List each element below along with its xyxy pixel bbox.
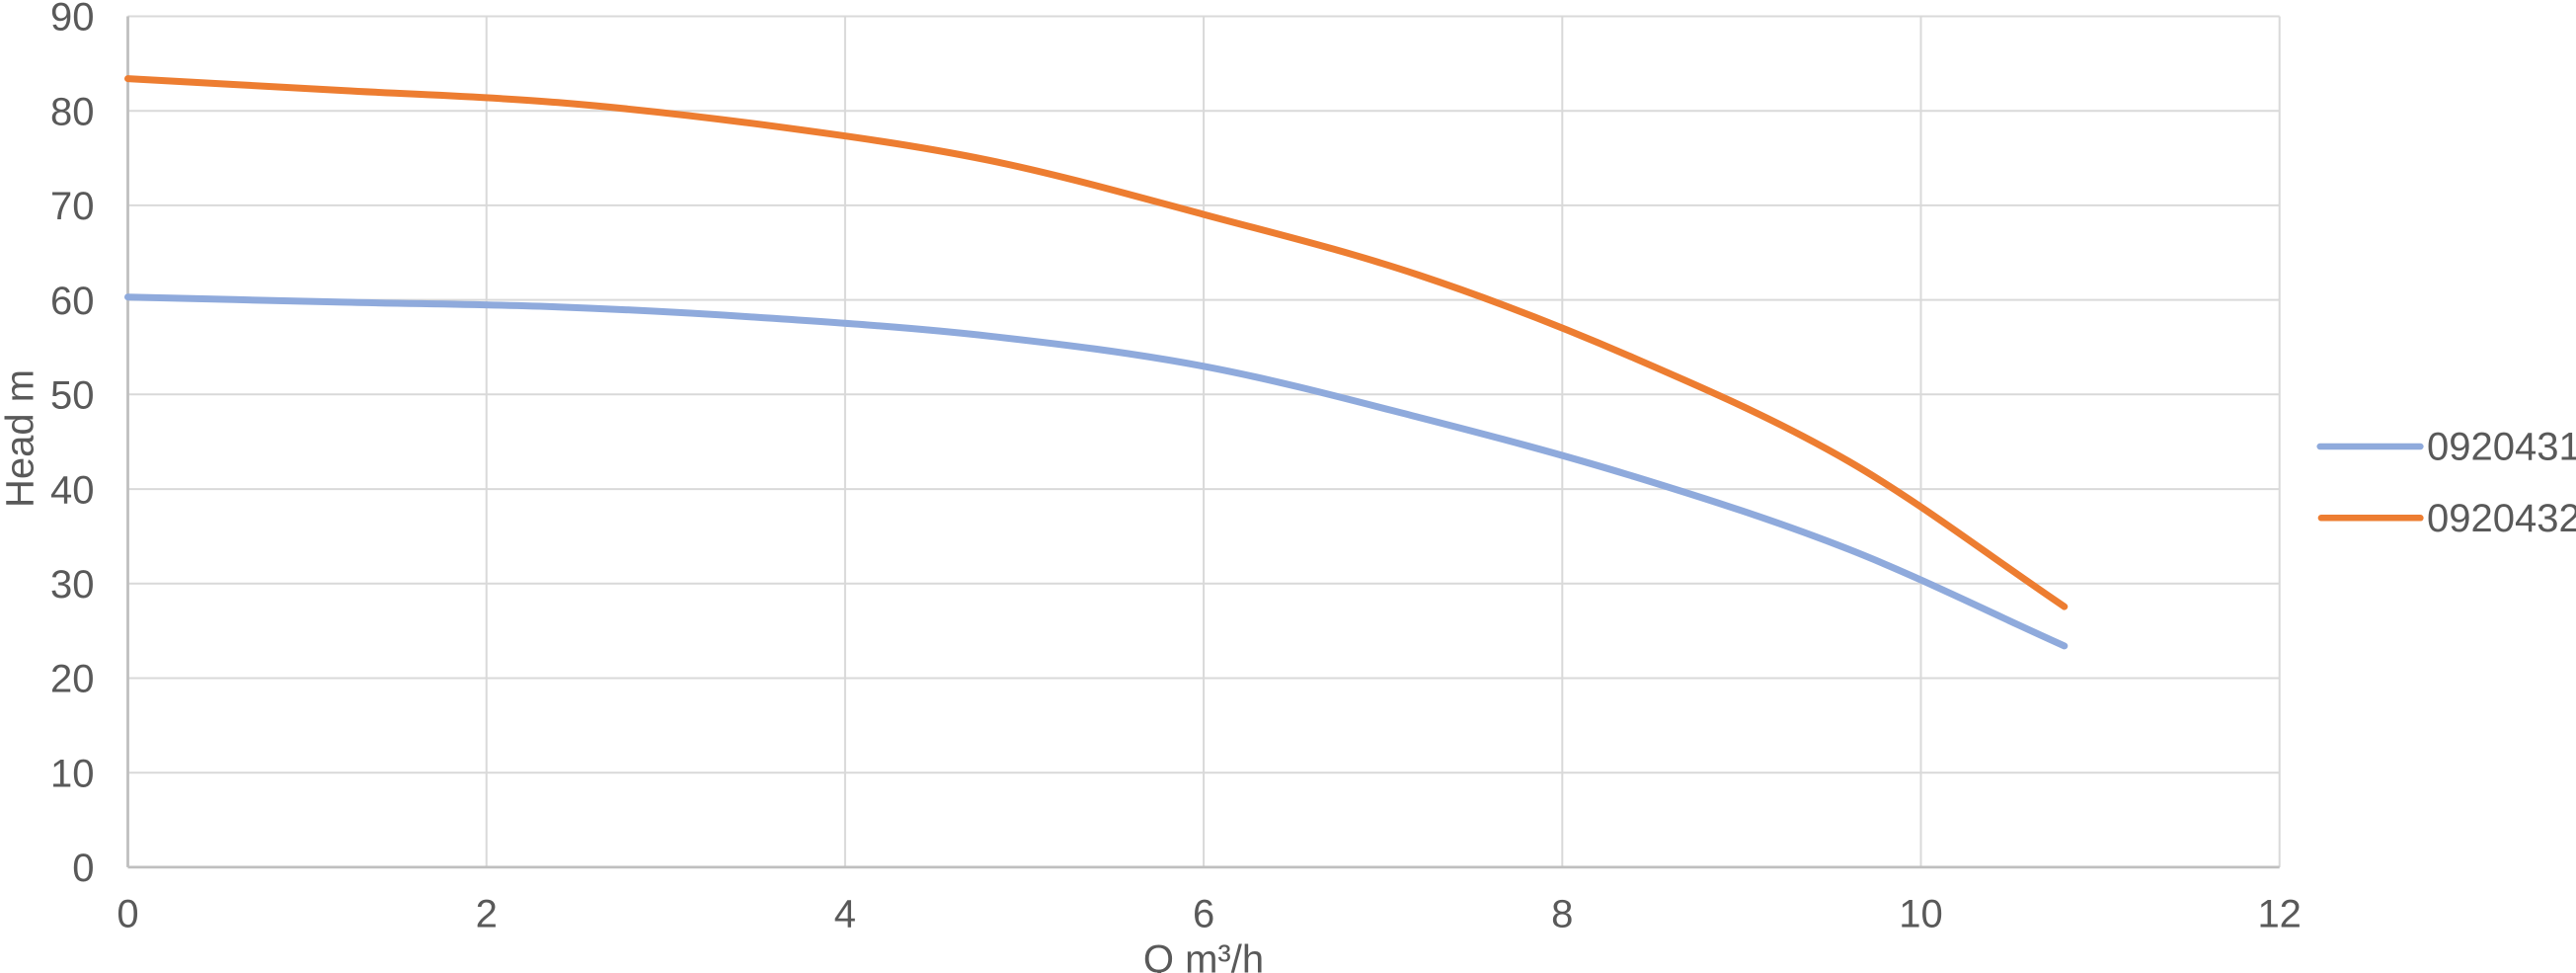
svg-text:80: 80 <box>50 90 95 133</box>
svg-text:0920431: 0920431 <box>2427 426 2576 469</box>
svg-text:0: 0 <box>72 847 94 890</box>
svg-text:0920432: 0920432 <box>2427 497 2576 540</box>
svg-text:Q m³/h: Q m³/h <box>1143 938 1264 973</box>
svg-text:30: 30 <box>50 563 95 607</box>
svg-text:2: 2 <box>476 893 498 936</box>
svg-text:6: 6 <box>1193 893 1214 936</box>
svg-text:20: 20 <box>50 658 95 701</box>
svg-text:4: 4 <box>834 893 856 936</box>
svg-text:50: 50 <box>50 374 95 418</box>
svg-text:70: 70 <box>50 185 95 228</box>
svg-text:10: 10 <box>50 752 95 795</box>
svg-text:0: 0 <box>117 893 138 936</box>
svg-text:Head m: Head m <box>0 369 42 508</box>
svg-text:60: 60 <box>50 280 95 323</box>
svg-text:40: 40 <box>50 468 95 512</box>
svg-text:12: 12 <box>2257 893 2302 936</box>
svg-text:8: 8 <box>1551 893 1573 936</box>
svg-text:90: 90 <box>50 0 95 40</box>
svg-text:10: 10 <box>1899 893 1943 936</box>
